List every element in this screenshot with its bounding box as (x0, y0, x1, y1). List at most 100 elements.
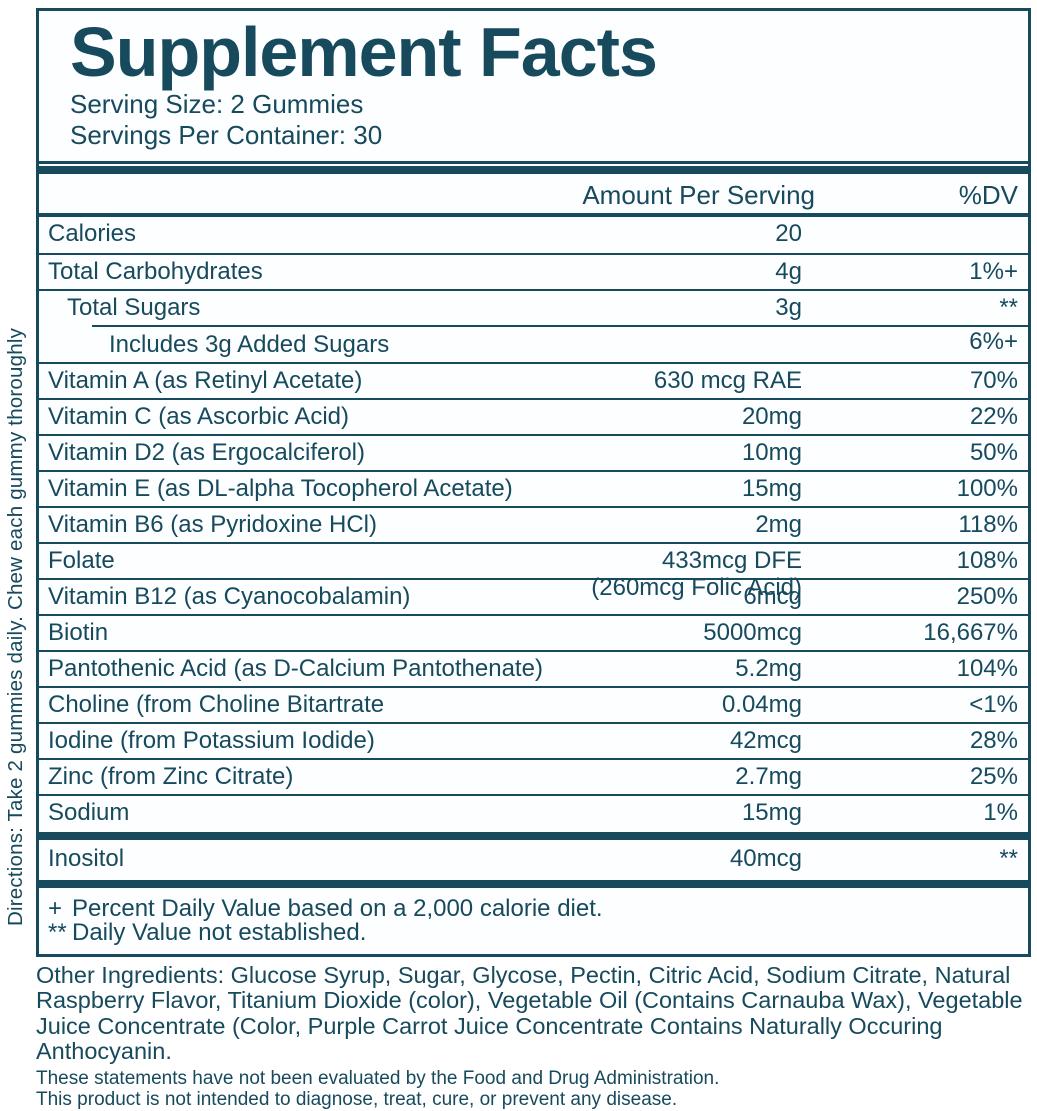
footnote-line: ** Daily Value not established. (48, 918, 1014, 946)
nutrient-amount-line1: 5000mcg (703, 618, 802, 646)
nutrient-name: Vitamin A (as Retinyl Acetate) (48, 366, 363, 394)
nutrient-amount: 630 mcg RAE (654, 367, 802, 394)
supplement-facts-title: Supplement Facts (70, 13, 658, 91)
nutrient-dv: 250% (956, 582, 1018, 610)
nutrient-row: Vitamin E (as DL-alpha Tocopherol Acetat… (39, 469, 1028, 506)
nutrient-row: Iodine (from Potassium Iodide) 42mcg 28% (39, 721, 1028, 758)
nutrient-row: Vitamin D2 (as Ergocalciferol) 10mg 50% (39, 433, 1028, 470)
nutrient-amount: 20mg (742, 403, 802, 430)
nutrient-dv: 25% (969, 762, 1018, 790)
nutrient-name: Vitamin B6 (as Pyridoxine HCl) (48, 510, 378, 538)
nutrient-amount-line1: 10mg (741, 438, 802, 466)
nutrient-dv: 1% (983, 798, 1018, 826)
nutrient-row: Zinc (from Zinc Citrate) 2.7mg 25% (39, 757, 1028, 794)
nutrient-amount: 5.2mg (735, 655, 802, 682)
footnote-line: + Percent Daily Value based on a 2,000 ca… (48, 894, 1014, 922)
directions-vertical-text: Directions: Take 2 gummies daily. Chew e… (4, 327, 27, 926)
nutrient-row: Calories 20 (39, 217, 1028, 253)
nutrient-amount: 4g (775, 258, 802, 285)
nutrient-name: Vitamin E (as DL-alpha Tocopherol Acetat… (48, 474, 513, 502)
nutrient-name: Total Carbohydrates (48, 258, 263, 285)
nutrient-name: Inositol (48, 844, 125, 872)
nutrient-row: Choline (from Choline Bitartrate 0.04mg … (39, 685, 1028, 722)
disclaimer-line: This product is not intended to diagnose… (36, 1089, 678, 1110)
nutrient-name: Vitamin D2 (as Ergocalciferol) (48, 438, 366, 466)
section-divider-bar (39, 831, 1028, 840)
column-header-amount: Amount Per Serving (582, 180, 815, 210)
nutrient-amount: 10mg (742, 439, 802, 466)
column-header-rule (39, 213, 1028, 217)
nutrient-amount: 20 (775, 220, 802, 247)
nutrient-row: Pantothenic Acid (as D-Calcium Pantothen… (39, 649, 1028, 686)
nutrient-amount-line1: 630 mcg RAE (653, 366, 802, 394)
supplement-facts-panel: Supplement Facts Serving Size: 2 Gummies… (36, 8, 1031, 957)
nutrient-dv: 118% (958, 510, 1018, 538)
nutrient-amount-line1: 15mg (741, 474, 802, 502)
nutrient-amount: 40mcg (730, 845, 802, 872)
nutrient-dv: 70% (969, 366, 1018, 394)
nutrient-amount: 15mg (742, 475, 802, 502)
nutrient-amount: 5000mcg (703, 619, 802, 646)
nutrient-amount-line1: 20 (775, 220, 802, 247)
nutrient-dv: 22% (969, 402, 1018, 430)
nutrient-dv: 6%+ (969, 328, 1018, 355)
nutrient-dv: 1%+ (969, 258, 1018, 285)
nutrient-amount: 42mcg (730, 727, 802, 754)
nutrient-amount: 15mg (742, 799, 802, 826)
nutrient-amount: 6mcg (743, 583, 802, 610)
nutrient-dv: 28% (969, 726, 1018, 754)
nutrient-row: Vitamin B6 (as Pyridoxine HCl) 2mg 118% (39, 505, 1028, 542)
other-ingredients: Other Ingredients: Glucose Syrup, Sugar,… (36, 961, 1023, 1064)
nutrient-dv: ** (999, 294, 1018, 321)
footnote-text: Percent Daily Value based on a 2,000 cal… (72, 894, 603, 922)
footnote-text: Daily Value not established. (72, 918, 367, 946)
nutrient-amount-line1: 4g (775, 258, 802, 285)
nutrient-row: Inositol 40mcg ** (39, 842, 1028, 878)
footnote-symbol: + (48, 894, 63, 922)
nutrient-amount-line1: 3g (775, 294, 802, 321)
nutrient-amount-line1: 15mg (741, 798, 802, 826)
nutrient-name: Sodium (48, 798, 130, 826)
nutrient-amount-line1: 5.2mg (735, 654, 802, 682)
nutrient-amount: 3g (775, 294, 802, 321)
nutrient-name: Choline (from Choline Bitartrate (48, 690, 385, 718)
header-rule (39, 161, 1028, 164)
nutrient-name: Folate (48, 546, 115, 574)
nutrient-dv: 100% (956, 474, 1018, 502)
nutrient-row: Sodium 15mg 1% (39, 793, 1028, 830)
nutrient-amount: 0.04mg (722, 691, 802, 718)
nutrient-row: Vitamin A (as Retinyl Acetate) 630 mcg R… (39, 361, 1028, 398)
nutrient-amount: 2.7mg (735, 763, 802, 790)
servings-per-container: Servings Per Container: 30 (70, 120, 383, 150)
nutrient-row: Includes 3g Added Sugars 6%+ (39, 325, 1028, 362)
nutrient-amount-line1: 0.04mg (721, 690, 802, 718)
nutrient-dv: <1% (969, 690, 1018, 718)
below-panel-text: Other Ingredients: Glucose Syrup, Sugar,… (36, 961, 1036, 1111)
facts-header: Supplement Facts Serving Size: 2 Gummies… (39, 11, 1028, 161)
nutrient-dv: 16,667% (923, 618, 1018, 646)
nutrient-row: Total Sugars 3g ** (39, 289, 1028, 325)
nutrient-name: Includes 3g Added Sugars (109, 330, 390, 358)
nutrient-dv: 50% (969, 438, 1018, 466)
nutrient-name: Pantothenic Acid (as D-Calcium Pantothen… (48, 654, 543, 682)
nutrient-amount-line1: 40mcg (729, 844, 802, 872)
disclaimers: These statements have not been evaluated… (36, 1068, 1036, 1111)
nutrient-row: Vitamin C (as Ascorbic Acid) 20mg 22% (39, 397, 1028, 434)
nutrient-row: Folate 433mcg DFE (260mcg Folic Acid) 108… (39, 541, 1028, 601)
nutrient-amount-line1: 42mcg (729, 726, 802, 754)
nutrient-name: Total Sugars (67, 294, 201, 321)
column-header-dv: %DV (958, 180, 1018, 210)
nutrient-name: Calories (48, 220, 137, 247)
nutrient-amount-line1: 433mcg DFE (661, 546, 802, 574)
nutrient-amount: 2mg (755, 511, 802, 538)
nutrient-name: Vitamin C (as Ascorbic Acid) (48, 402, 349, 430)
nutrient-name: Iodine (from Potassium Iodide) (48, 726, 375, 754)
serving-size: Serving Size: 2 Gummies (70, 89, 364, 119)
nutrient-amount-line1: 6mcg (743, 582, 802, 610)
column-header-row: Amount Per Serving %DV (39, 176, 1028, 213)
nutrient-rows: Calories 20 Total Carbohydrates 4g 1%+ T… (39, 217, 1028, 878)
header-divider-bar (39, 166, 1028, 174)
nutrient-name: Zinc (from Zinc Citrate) (48, 762, 294, 790)
footnotes: + Percent Daily Value based on a 2,000 ca… (39, 890, 1028, 954)
nutrient-dv: ** (999, 844, 1018, 872)
